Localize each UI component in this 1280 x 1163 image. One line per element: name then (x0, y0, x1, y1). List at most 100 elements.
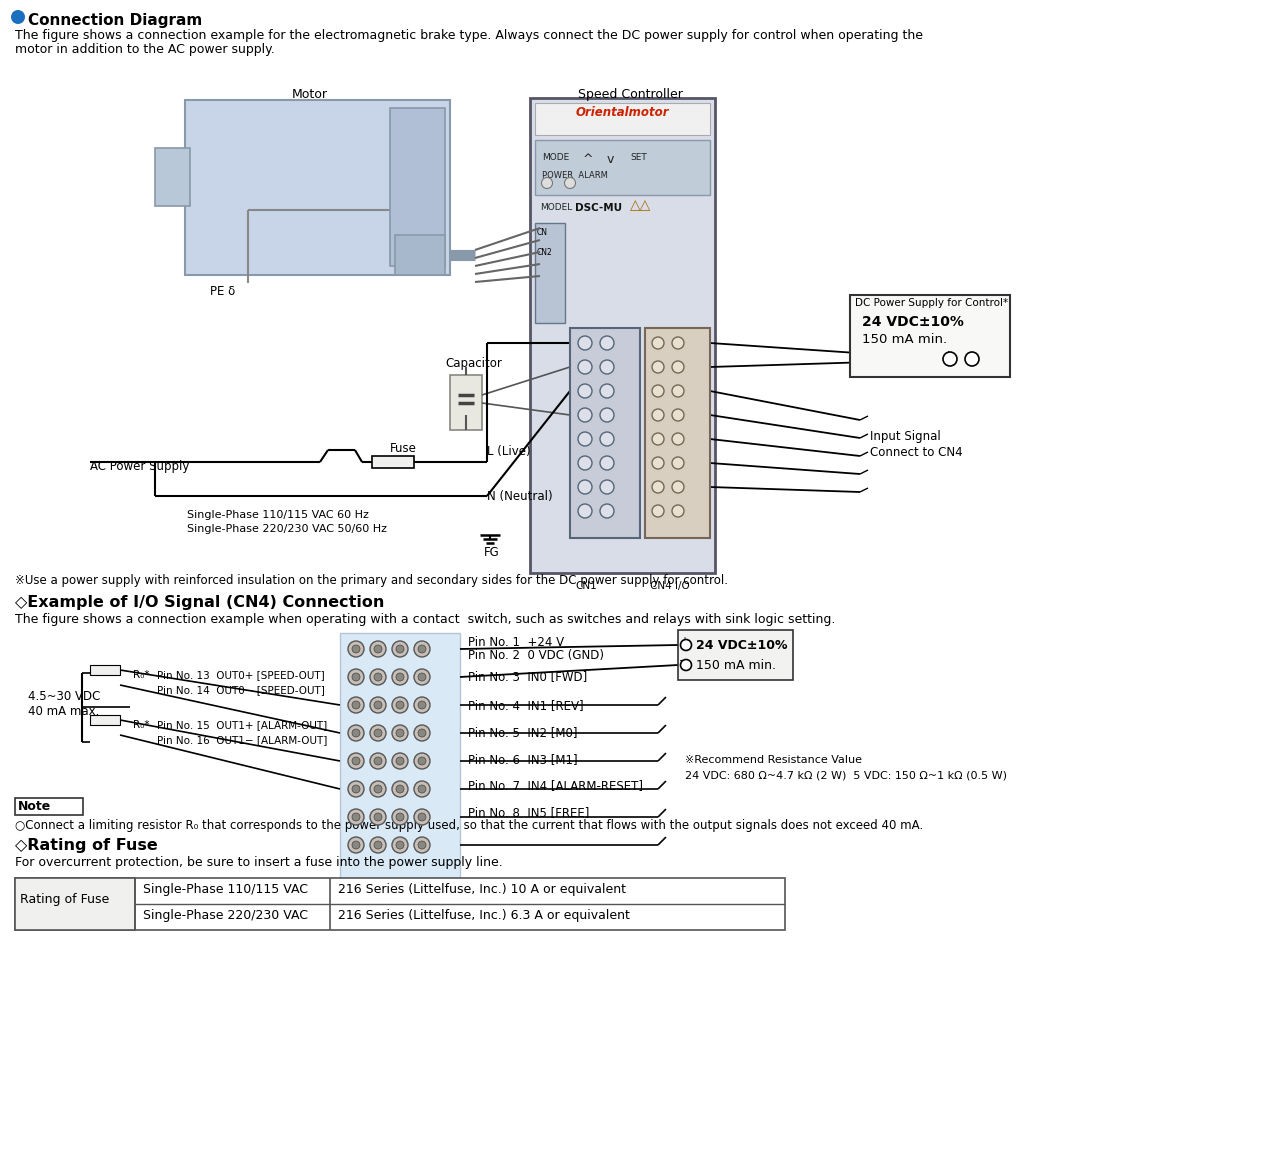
Text: SET: SET (630, 154, 646, 162)
Circle shape (370, 697, 387, 713)
Circle shape (348, 641, 364, 657)
Text: 24 VDC±10%: 24 VDC±10% (861, 315, 964, 329)
Text: MODEL: MODEL (540, 204, 572, 212)
Text: AC Power Supply: AC Power Supply (90, 461, 189, 473)
Bar (451, 374, 483, 430)
Circle shape (374, 729, 381, 737)
Circle shape (672, 457, 684, 469)
Text: Rating of Fuse: Rating of Fuse (20, 892, 109, 906)
Circle shape (579, 431, 591, 445)
Text: Pin No. 2  0 VDC (GND): Pin No. 2 0 VDC (GND) (468, 649, 604, 662)
Circle shape (352, 785, 360, 793)
Text: 216 Series (Littelfuse, Inc.) 6.3 A or equivalent: 216 Series (Littelfuse, Inc.) 6.3 A or e… (338, 909, 630, 922)
Circle shape (652, 505, 664, 518)
Text: MODE: MODE (541, 154, 570, 162)
Text: Motor: Motor (292, 88, 328, 101)
Circle shape (348, 809, 364, 825)
Text: Connection Diagram: Connection Diagram (28, 13, 202, 28)
Circle shape (374, 757, 381, 765)
Circle shape (392, 837, 408, 852)
Circle shape (413, 809, 430, 825)
Bar (340, 633, 460, 878)
Bar (90, 665, 120, 675)
Circle shape (374, 645, 381, 652)
Circle shape (541, 178, 553, 188)
Circle shape (413, 697, 430, 713)
Circle shape (564, 178, 576, 188)
Circle shape (600, 480, 614, 494)
Circle shape (392, 641, 408, 657)
Circle shape (579, 384, 591, 398)
Circle shape (370, 837, 387, 852)
Circle shape (413, 669, 430, 685)
Circle shape (419, 673, 426, 682)
Circle shape (419, 645, 426, 652)
Circle shape (370, 669, 387, 685)
Circle shape (352, 673, 360, 682)
Circle shape (352, 645, 360, 652)
Text: 40 mA max.: 40 mA max. (28, 705, 100, 718)
Circle shape (579, 456, 591, 470)
Circle shape (352, 757, 360, 765)
Circle shape (413, 641, 430, 657)
Text: CN: CN (538, 228, 548, 237)
Text: Pin No. 5  IN2 [M0]: Pin No. 5 IN2 [M0] (468, 726, 577, 739)
Circle shape (392, 725, 408, 741)
Text: 24 VDC±10%: 24 VDC±10% (696, 638, 787, 652)
Circle shape (672, 337, 684, 349)
Circle shape (374, 785, 381, 793)
Circle shape (352, 701, 360, 709)
Text: ※Use a power supply with reinforced insulation on the primary and secondary side: ※Use a power supply with reinforced insu… (15, 575, 728, 587)
Text: Single-Phase 110/115 VAC: Single-Phase 110/115 VAC (143, 883, 308, 896)
Circle shape (965, 352, 979, 366)
Circle shape (579, 480, 591, 494)
Circle shape (652, 457, 664, 469)
Circle shape (600, 408, 614, 422)
Text: Pin No. 6  IN3 [M1]: Pin No. 6 IN3 [M1] (468, 752, 577, 766)
Text: For overcurrent protection, be sure to insert a fuse into the power supply line.: For overcurrent protection, be sure to i… (15, 856, 503, 869)
Circle shape (370, 809, 387, 825)
Circle shape (396, 841, 404, 849)
Text: Pin No. 15  OUT1+ [ALARM-OUT]: Pin No. 15 OUT1+ [ALARM-OUT] (157, 720, 328, 730)
Circle shape (370, 725, 387, 741)
Text: Pin No. 14  OUT0− [SPEED-OUT]: Pin No. 14 OUT0− [SPEED-OUT] (157, 685, 325, 695)
Circle shape (370, 782, 387, 797)
Text: DSC-MU: DSC-MU (575, 204, 622, 213)
Circle shape (352, 841, 360, 849)
Circle shape (419, 757, 426, 765)
Circle shape (413, 782, 430, 797)
Text: 216 Series (Littelfuse, Inc.) 10 A or equivalent: 216 Series (Littelfuse, Inc.) 10 A or eq… (338, 883, 626, 896)
Text: ※Recommend Resistance Value: ※Recommend Resistance Value (685, 755, 861, 765)
Circle shape (672, 433, 684, 445)
Circle shape (652, 481, 664, 493)
Bar (186, 100, 451, 274)
Circle shape (352, 813, 360, 821)
Circle shape (600, 456, 614, 470)
Text: Input Signal: Input Signal (870, 430, 941, 443)
Circle shape (579, 408, 591, 422)
Text: CN1: CN1 (575, 582, 596, 591)
Circle shape (681, 659, 691, 671)
Circle shape (396, 673, 404, 682)
Circle shape (396, 729, 404, 737)
Circle shape (672, 361, 684, 373)
Bar (390, 108, 445, 266)
Circle shape (943, 352, 957, 366)
Circle shape (600, 336, 614, 350)
Text: Single-Phase 220/230 VAC 50/60 Hz: Single-Phase 220/230 VAC 50/60 Hz (187, 525, 387, 534)
Circle shape (600, 504, 614, 518)
Text: Pin No. 13  OUT0+ [SPEED-OUT]: Pin No. 13 OUT0+ [SPEED-OUT] (157, 670, 325, 680)
Text: +: + (680, 636, 689, 645)
Circle shape (392, 669, 408, 685)
Bar (90, 715, 120, 725)
Text: motor in addition to the AC power supply.: motor in addition to the AC power supply… (15, 43, 275, 56)
Circle shape (652, 433, 664, 445)
Circle shape (392, 697, 408, 713)
Bar (678, 630, 794, 680)
Text: Pin No. 4  IN1 [REV]: Pin No. 4 IN1 [REV] (468, 699, 584, 712)
Text: Pin No. 3  IN0 [FWD]: Pin No. 3 IN0 [FWD] (468, 670, 588, 683)
Text: Pin No. 7  IN4 [ALARM-RESET]: Pin No. 7 IN4 [ALARM-RESET] (468, 779, 643, 792)
Circle shape (419, 813, 426, 821)
Circle shape (652, 361, 664, 373)
Text: 150 mA min.: 150 mA min. (861, 333, 947, 347)
